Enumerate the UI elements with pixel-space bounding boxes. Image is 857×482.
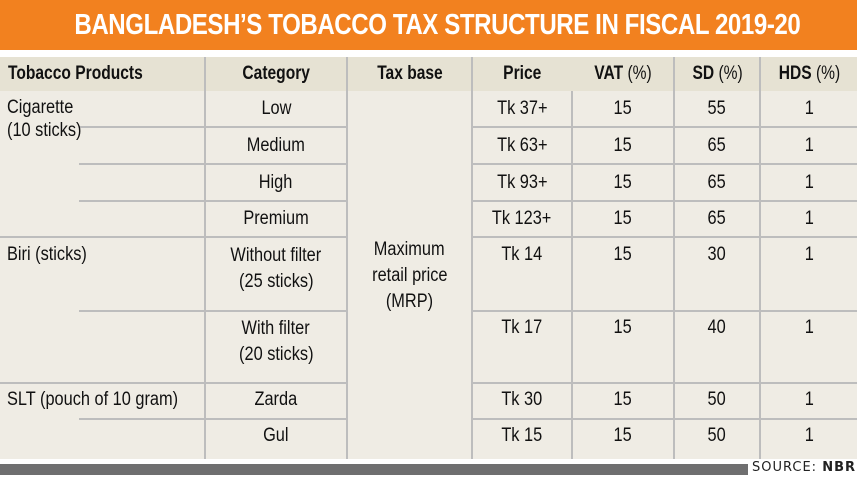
price-cell: Tk 15 bbox=[501, 425, 543, 446]
tax-base-mrp: Maximum retail price (MRP) bbox=[371, 239, 448, 312]
category-cell: Medium bbox=[246, 135, 306, 156]
page-title: BANGLADESH’S TOBACCO TAX STRUCTURE IN FI… bbox=[0, 0, 857, 50]
header-sd: SD (%) bbox=[692, 63, 743, 84]
vat-cell: 15 bbox=[613, 172, 633, 193]
hds-cell: 1 bbox=[804, 317, 814, 338]
grid-line bbox=[471, 57, 473, 459]
vat-cell: 15 bbox=[613, 317, 633, 338]
header-tax-base: Tax base bbox=[377, 63, 443, 84]
grid-line bbox=[204, 57, 206, 459]
sd-cell: 50 bbox=[707, 389, 727, 410]
sd-cell: 40 bbox=[707, 317, 727, 338]
product-cigarette: Cigarette (10 sticks) bbox=[7, 97, 82, 141]
category-cell: Zarda bbox=[254, 389, 298, 410]
vat-cell: 15 bbox=[613, 98, 633, 119]
grid-line bbox=[471, 200, 857, 202]
header-category: Category bbox=[242, 63, 311, 84]
sd-cell: 65 bbox=[707, 208, 727, 229]
vat-cell: 15 bbox=[613, 389, 633, 410]
sd-cell: 65 bbox=[707, 135, 727, 156]
grid-line bbox=[571, 91, 573, 459]
hds-cell: 1 bbox=[804, 208, 814, 229]
source-value: NBR bbox=[822, 460, 857, 475]
footer-bar bbox=[0, 464, 748, 475]
header-price: Price bbox=[503, 63, 542, 84]
category-cell: Gul bbox=[263, 425, 289, 446]
product-biri: Biri (sticks) bbox=[7, 244, 87, 265]
price-cell: Tk 30 bbox=[501, 389, 543, 410]
category-cell: With filter (20 sticks) bbox=[238, 318, 314, 365]
grid-line bbox=[471, 310, 857, 312]
category-cell: High bbox=[259, 172, 293, 193]
grid-line bbox=[471, 236, 857, 238]
price-cell: Tk 17 bbox=[501, 317, 543, 338]
grid-line bbox=[471, 382, 857, 384]
category-cell: Premium bbox=[243, 208, 309, 229]
price-cell: Tk 93+ bbox=[496, 172, 548, 193]
vat-cell: 15 bbox=[613, 425, 633, 446]
vat-cell: 15 bbox=[613, 135, 633, 156]
hds-cell: 1 bbox=[804, 172, 814, 193]
grid-line bbox=[0, 382, 347, 384]
header-vat: VAT (%) bbox=[594, 63, 653, 84]
sd-cell: 50 bbox=[707, 425, 727, 446]
grid-line bbox=[0, 236, 347, 238]
grid-line bbox=[759, 57, 761, 459]
sd-cell: 30 bbox=[707, 244, 727, 265]
price-cell: Tk 123+ bbox=[492, 208, 552, 229]
header-tobacco-products: Tobacco Products bbox=[8, 63, 143, 84]
header-hds: HDS (%) bbox=[778, 63, 840, 84]
sd-cell: 65 bbox=[707, 172, 727, 193]
category-cell: Without filter (25 sticks) bbox=[230, 245, 322, 292]
grid-line bbox=[79, 418, 347, 420]
grid-line bbox=[346, 57, 348, 459]
tax-table: Tobacco Products Category Tax base Price… bbox=[0, 57, 857, 459]
source-label: SOURCE: bbox=[752, 460, 823, 475]
grid-line bbox=[79, 200, 347, 202]
grid-line bbox=[471, 163, 857, 165]
sd-cell: 55 bbox=[707, 98, 727, 119]
source-credit: SOURCE: NBR bbox=[752, 460, 856, 475]
vat-cell: 15 bbox=[613, 208, 633, 229]
grid-line bbox=[673, 57, 675, 459]
table-header-row bbox=[0, 57, 857, 91]
hds-cell: 1 bbox=[804, 135, 814, 156]
category-cell: Low bbox=[261, 98, 291, 119]
grid-line bbox=[471, 126, 857, 128]
price-cell: Tk 63+ bbox=[496, 135, 548, 156]
grid-line bbox=[79, 163, 347, 165]
grid-line bbox=[79, 126, 347, 128]
grid-line bbox=[471, 418, 857, 420]
title-text: BANGLADESH’S TOBACCO TAX STRUCTURE IN FI… bbox=[74, 9, 801, 41]
hds-cell: 1 bbox=[804, 425, 814, 446]
hds-cell: 1 bbox=[804, 98, 814, 119]
hds-cell: 1 bbox=[804, 389, 814, 410]
product-slt: SLT (pouch of 10 gram) bbox=[7, 389, 179, 410]
vat-cell: 15 bbox=[613, 244, 633, 265]
hds-cell: 1 bbox=[804, 244, 814, 265]
price-cell: Tk 37+ bbox=[496, 98, 548, 119]
price-cell: Tk 14 bbox=[501, 244, 543, 265]
grid-line bbox=[79, 310, 347, 312]
